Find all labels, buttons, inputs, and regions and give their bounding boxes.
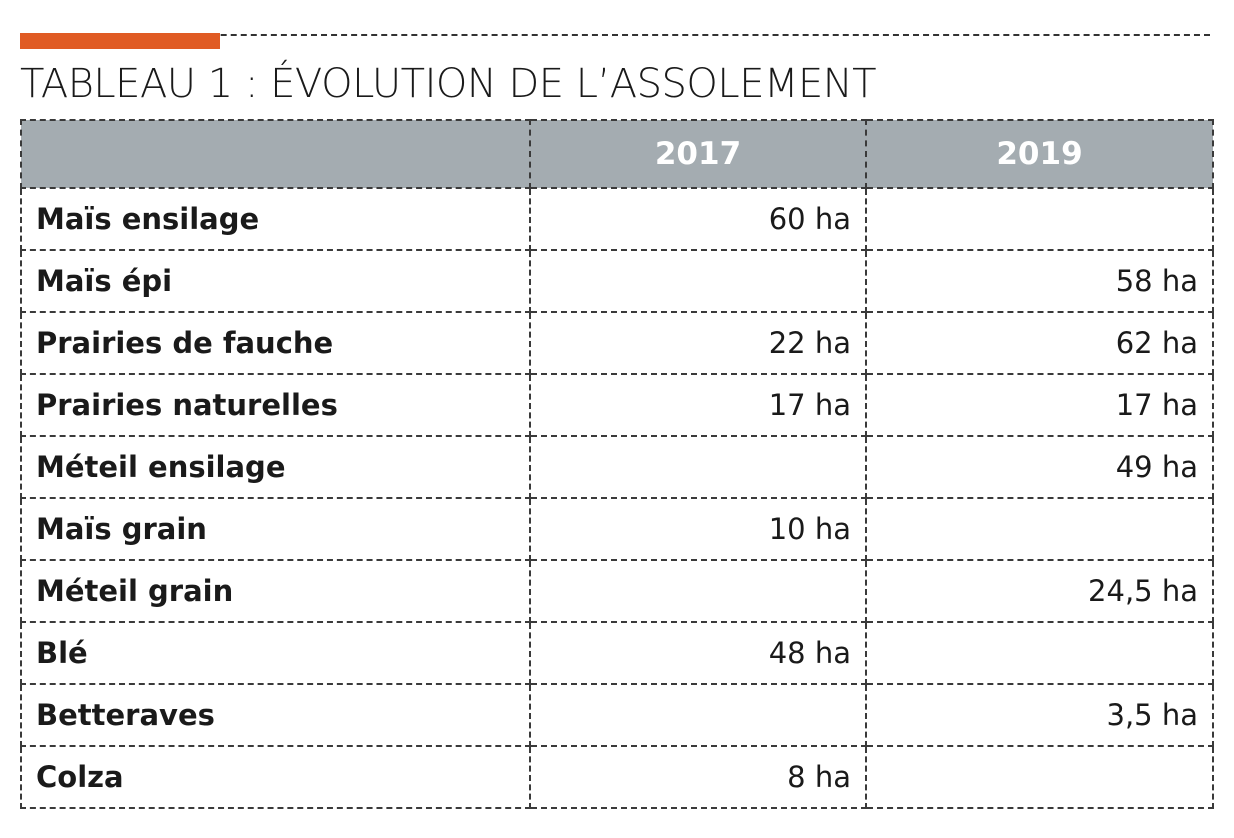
assolement-table: 2017 2019 Maïs ensilage 60 ha Maïs épi 5… <box>20 119 1214 809</box>
value-2017: 17 ha <box>529 373 867 437</box>
row-label: Maïs ensilage <box>20 187 531 251</box>
value-2017: 10 ha <box>529 497 867 561</box>
table-row: Colza 8 ha <box>20 745 1214 809</box>
row-label: Méteil grain <box>20 559 531 623</box>
value-2019 <box>865 187 1214 251</box>
value-2017: 48 ha <box>529 621 867 685</box>
value-2019: 3,5 ha <box>865 683 1214 747</box>
top-dashed-rule <box>20 34 1210 36</box>
table-row: Betteraves 3,5 ha <box>20 683 1214 747</box>
value-2019: 58 ha <box>865 249 1214 313</box>
value-2017: 8 ha <box>529 745 867 809</box>
value-2017 <box>529 559 867 623</box>
row-label: Méteil ensilage <box>20 435 531 499</box>
value-2017 <box>529 435 867 499</box>
value-2019: 24,5 ha <box>865 559 1214 623</box>
row-label: Maïs épi <box>20 249 531 313</box>
table-row: Méteil grain 24,5 ha <box>20 559 1214 623</box>
row-label: Betteraves <box>20 683 531 747</box>
row-label: Colza <box>20 745 531 809</box>
accent-bar <box>20 33 220 49</box>
row-label: Maïs grain <box>20 497 531 561</box>
table-row: Maïs épi 58 ha <box>20 249 1214 313</box>
table-row: Prairies naturelles 17 ha 17 ha <box>20 373 1214 437</box>
table-row: Méteil ensilage 49 ha <box>20 435 1214 499</box>
table-title: TABLEAU 1 : ÉVOLUTION DE L’ASSOLEMENT <box>20 61 877 107</box>
value-2019 <box>865 745 1214 809</box>
value-2017: 60 ha <box>529 187 867 251</box>
value-2017 <box>529 249 867 313</box>
header-row: 2017 2019 <box>20 119 1214 189</box>
row-label: Prairies de fauche <box>20 311 531 375</box>
value-2017: 22 ha <box>529 311 867 375</box>
value-2019: 62 ha <box>865 311 1214 375</box>
header-2017: 2017 <box>529 119 867 189</box>
row-label: Prairies naturelles <box>20 373 531 437</box>
value-2019 <box>865 497 1214 561</box>
table-row: Maïs grain 10 ha <box>20 497 1214 561</box>
table-row: Maïs ensilage 60 ha <box>20 187 1214 251</box>
header-2019: 2019 <box>865 119 1214 189</box>
row-label: Blé <box>20 621 531 685</box>
value-2019: 17 ha <box>865 373 1214 437</box>
value-2017 <box>529 683 867 747</box>
table-row: Blé 48 ha <box>20 621 1214 685</box>
value-2019 <box>865 621 1214 685</box>
value-2019: 49 ha <box>865 435 1214 499</box>
header-label-cell <box>20 119 531 189</box>
table-row: Prairies de fauche 22 ha 62 ha <box>20 311 1214 375</box>
